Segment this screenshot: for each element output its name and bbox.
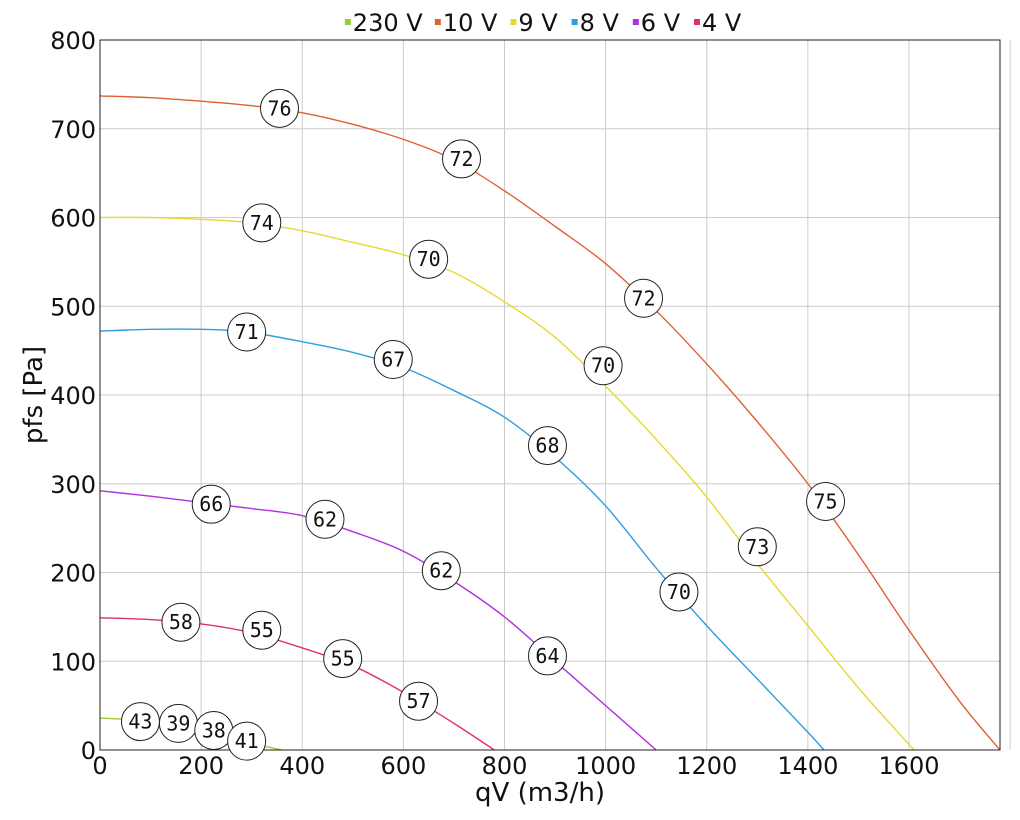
y-tick-label: 700 (50, 116, 96, 144)
legend-entry: 10 V (443, 9, 498, 37)
sound-level-bubble (421, 551, 461, 591)
sound-level-value: 64 (535, 644, 559, 668)
sound-level-bubble (259, 88, 299, 128)
grid (100, 40, 1011, 750)
legend-entry: 6 V (641, 9, 681, 37)
y-tick-label: 600 (50, 205, 96, 233)
sound-level-value: 62 (429, 559, 453, 583)
legend-entry: 8 V (580, 9, 620, 37)
y-tick-label: 800 (50, 27, 96, 55)
legend-entry: 9 V (518, 9, 558, 37)
sound-level-value: 57 (406, 689, 430, 713)
x-tick-label: 200 (178, 752, 224, 780)
x-tick-label: 1400 (777, 752, 838, 780)
legend-marker (344, 19, 351, 25)
y-tick-label: 200 (50, 560, 96, 588)
plot-border (99, 39, 1001, 751)
sound-level-value: 71 (235, 320, 259, 344)
sound-level-bubble (659, 572, 699, 612)
series-line (99, 95, 1001, 751)
sound-level-bubble (373, 340, 413, 379)
legend: 230 V 10 V 9 V 8 V 6 V 4 V (344, 9, 742, 37)
sound-level-value: 67 (381, 348, 405, 372)
sound-level-value: 70 (591, 354, 615, 378)
x-tick-label: 0 (92, 752, 107, 780)
sound-level-bubble (305, 499, 345, 539)
legend-marker (632, 19, 639, 25)
sound-level-bubble (527, 426, 567, 466)
plot-frame (99, 39, 1001, 751)
y-tick-label: 400 (50, 382, 96, 410)
sound-level-bubble (409, 239, 449, 279)
y-tick-label: 100 (50, 648, 96, 676)
legend-marker (694, 19, 700, 25)
legend-marker (571, 19, 578, 25)
sound-level-bubble (624, 278, 664, 318)
sound-level-value: 39 (166, 711, 190, 735)
y-tick-label: 500 (50, 293, 96, 321)
legend-entry: 4 V (702, 9, 742, 37)
sound-level-value: 41 (235, 729, 259, 753)
series-line (99, 328, 825, 751)
tick-labels: 0 200 400 600 800 1000 1200 1400 1600 0 100 200 300 4… (50, 27, 939, 780)
legend-marker (510, 19, 517, 25)
sound-level-value: 43 (128, 710, 152, 734)
sound-level-bubble (399, 681, 439, 721)
sound-level-value: 74 (250, 211, 274, 235)
sound-level-value: 66 (199, 492, 223, 516)
x-tick-label: 800 (482, 752, 528, 780)
sound-level-bubble (442, 139, 482, 179)
sound-level-bubble (242, 610, 282, 650)
x-tick-label: 600 (380, 752, 426, 780)
sound-level-bubble (583, 346, 623, 386)
sound-level-value: 62 (313, 507, 337, 531)
sound-level-bubble (191, 484, 231, 524)
sound-level-labels: 43 39 38 41 76 72 72 75 74 70 70 73 71 67 68 70 66 62 62 64… (120, 88, 846, 761)
x-tick-label: 1200 (676, 752, 737, 780)
sound-level-bubble (806, 482, 846, 521)
y-tick-label: 300 (50, 471, 96, 499)
sound-level-value: 76 (267, 96, 291, 120)
sound-level-bubble (737, 527, 777, 567)
sound-level-bubble (227, 312, 267, 352)
sound-level-bubble (227, 721, 267, 761)
x-tick-label: 1000 (575, 752, 636, 780)
sound-level-value: 72 (631, 286, 655, 310)
sound-level-value: 55 (331, 647, 355, 671)
sound-level-value: 72 (449, 147, 473, 171)
x-tick-label: 1600 (878, 752, 939, 780)
sound-level-value: 68 (535, 434, 559, 458)
sound-level-bubble (161, 602, 201, 642)
y-axis-label: pfs [Pa] (19, 346, 49, 444)
sound-level-value: 70 (667, 580, 691, 604)
sound-level-bubble (242, 203, 282, 243)
series-line (99, 617, 495, 751)
sound-level-value: 73 (745, 535, 769, 559)
sound-level-value: 38 (202, 718, 226, 742)
sound-level-bubble (527, 636, 567, 676)
sound-level-value: 58 (169, 610, 193, 634)
x-axis-label: qV (m3/h) (475, 778, 605, 808)
x-tick-label: 400 (279, 752, 325, 780)
sound-level-value: 70 (417, 247, 441, 271)
legend-entry: 230 V (353, 9, 423, 37)
y-tick-label: 0 (81, 737, 96, 765)
sound-level-value: 75 (814, 490, 838, 514)
legend-marker (434, 19, 441, 25)
sound-level-value: 55 (250, 618, 274, 642)
sound-level-bubble (323, 639, 363, 679)
